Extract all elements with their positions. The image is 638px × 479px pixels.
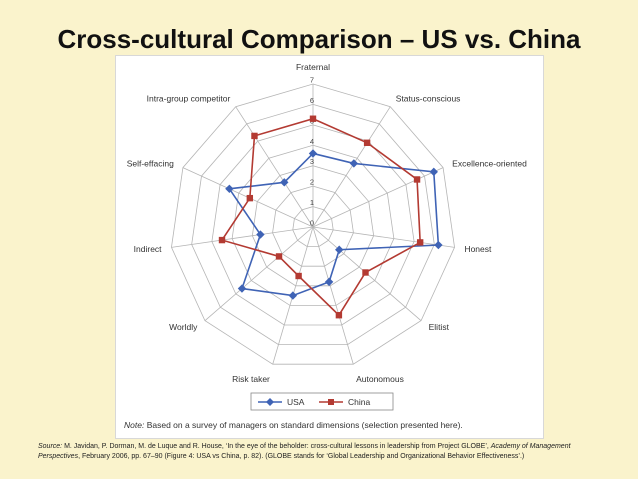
tick-label: 1 (310, 198, 314, 207)
tick-label: 7 (310, 76, 314, 85)
data-point (416, 239, 424, 246)
tick-label: 6 (310, 96, 314, 105)
tick-label: 2 (310, 178, 314, 187)
axis-label: Worldly (169, 322, 198, 332)
note-label: Note: (124, 420, 145, 430)
grid-ring (211, 124, 415, 326)
data-point (363, 139, 371, 146)
tick-label: 4 (310, 137, 314, 146)
legend-marker (266, 398, 274, 406)
radar-chart: 01234567 FraternalStatus-consciousExcell… (127, 62, 527, 411)
data-point (429, 167, 438, 177)
chart-legend: USA China (250, 392, 394, 411)
data-point (246, 194, 254, 202)
data-point (413, 176, 421, 183)
axis-label: Honest (464, 244, 492, 254)
data-point (349, 159, 359, 168)
chart-note: Note: Based on a survey of managers on s… (124, 420, 463, 430)
axis-spoke (312, 226, 354, 365)
axis-label: Self-effacing (127, 158, 174, 168)
axis-label: Status-conscious (396, 93, 461, 103)
axis-spoke (204, 226, 314, 321)
legend-label: China (348, 397, 370, 407)
source-text-1: M. Javidan, P. Dorman, M. de Luque and R… (62, 443, 491, 450)
grid-ring (171, 83, 455, 365)
data-point (362, 269, 369, 276)
series-line (220, 117, 421, 317)
axis-label: Indirect (134, 244, 163, 254)
data-point (237, 284, 247, 293)
grid-ring (251, 165, 375, 287)
axis-label: Risk taker (232, 374, 270, 384)
grid-ring (292, 206, 334, 248)
data-point (225, 184, 234, 194)
axis-spoke (312, 226, 455, 248)
series-line (227, 152, 440, 297)
note-text: Based on a survey of managers on standar… (144, 420, 463, 430)
legend-marker (328, 399, 334, 405)
data-point (308, 149, 318, 158)
axis-label: Elitist (429, 322, 450, 332)
axis-spoke (312, 106, 391, 228)
axis-label: Fraternal (296, 62, 330, 72)
axis-label: Intra-group competitor (147, 93, 231, 103)
grid-ring (272, 185, 354, 267)
tick-label: 0 (310, 219, 314, 228)
data-point (218, 236, 226, 244)
axis-spoke (312, 167, 444, 228)
data-point (280, 178, 289, 187)
data-point (256, 230, 265, 239)
data-point (324, 277, 334, 287)
slide-title: Cross-cultural Comparison – US vs. China (57, 24, 581, 54)
axis-spoke (171, 226, 314, 248)
data-point (335, 245, 344, 254)
radar-grid (171, 83, 455, 365)
data-point (275, 253, 283, 260)
axis-label: Excellence-oriented (452, 158, 527, 168)
data-point (288, 291, 298, 300)
source-citation: Source: M. Javidan, P. Dorman, M. de Luq… (38, 442, 608, 462)
axis-spoke (235, 106, 314, 228)
chart-panel: 01234567 FraternalStatus-consciousExcell… (115, 55, 544, 439)
data-point (295, 272, 302, 280)
radar-series (218, 115, 443, 319)
radar-axis-labels: Fraternal Status-conscious Excellence-orie… (127, 62, 527, 384)
data-point (335, 312, 343, 319)
source-text-2: , February 2006, pp. 67–90 (Figure 4: US… (78, 453, 525, 460)
source-journal: Academy of Management Perspectives (38, 443, 571, 460)
tick-label: 3 (310, 157, 314, 166)
data-point (434, 240, 443, 250)
legend-label: USA (287, 397, 305, 407)
data-point (309, 115, 317, 122)
axis-label: Autonomous (356, 374, 404, 384)
grid-ring (191, 104, 435, 346)
source-label: Source: (38, 443, 63, 450)
data-point (251, 132, 258, 140)
